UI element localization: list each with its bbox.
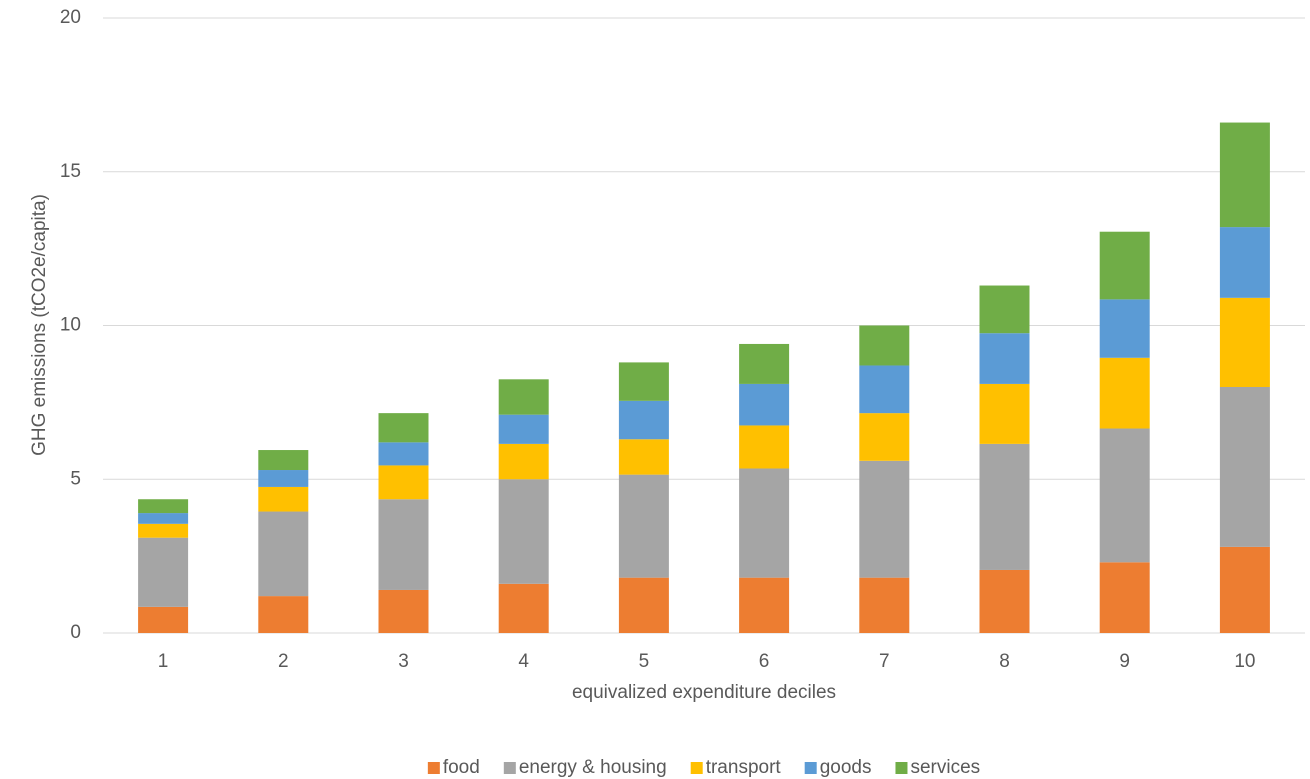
bar-segment [498,583,549,633]
bar-segment [498,379,549,415]
x-tick-label: 6 [759,651,770,672]
bar-segment [618,439,669,475]
bar-segment [979,569,1030,633]
legend-swatch [690,762,703,774]
x-tick-label: 4 [518,651,529,672]
bar-segment [378,442,429,466]
bar-segment [258,450,309,471]
bar-segment [739,577,790,633]
bar-segment [618,577,669,633]
bar-segment [138,499,189,514]
bar-segment [1219,122,1270,228]
bar-segment [258,511,309,597]
bar-segment [498,414,549,444]
bar-segment [1099,428,1150,563]
legend-label: transport [706,757,782,778]
x-tick-label: 3 [398,651,409,672]
bar-segment [1219,387,1270,547]
x-axis-title: equivalized expenditure deciles [572,682,836,703]
bar-segment [618,474,669,578]
bar-segment [739,383,790,426]
bar-segment [739,468,790,578]
bar-segment [258,596,309,633]
x-tick-label: 5 [639,651,650,672]
bar-segment [378,465,429,500]
bar-segment [979,383,1030,444]
bar-segment [618,400,669,440]
legend-label: goods [820,757,872,778]
legend-item: services [895,757,980,778]
bar-segment [498,443,549,480]
legend-item: food [427,757,480,778]
bar-segment [1099,357,1150,429]
bar-segment [859,577,910,633]
y-axis-title: GHG emissions (tCO2e/capita) [29,194,50,456]
legend-item: transport [690,757,782,778]
legend-label: food [443,757,480,778]
bar-segment [859,325,910,366]
y-tick-label: 0 [70,622,81,643]
x-tick-label: 7 [879,651,890,672]
bar-segment [378,413,429,443]
x-tick-label: 1 [158,651,169,672]
bar-segment [138,513,189,524]
bar-segment [138,523,189,538]
bar-segment [1219,227,1270,298]
bar-segment [859,365,910,414]
bar-segment [1099,562,1150,633]
bar-segment [258,470,309,487]
x-tick-label: 9 [1119,651,1130,672]
bar-segment [979,285,1030,334]
y-tick-label: 10 [60,315,81,336]
legend-label: energy & housing [519,757,667,778]
y-tick-label: 20 [60,7,81,28]
bar-segment [979,443,1030,570]
bar-segment [498,479,549,584]
bar-segment [1099,299,1150,358]
bar-segment [739,343,790,384]
bar-segment [739,425,790,469]
legend-label: services [910,757,980,778]
bar-segment [1099,231,1150,300]
bar-segment [1219,297,1270,387]
bar-segment [618,362,669,401]
bar-segment [378,499,429,590]
bar-segment [979,333,1030,384]
legend-swatch [895,762,908,774]
legend-swatch [503,762,516,774]
bar-segment [859,413,910,461]
x-tick-label: 8 [999,651,1010,672]
legend-item: energy & housing [503,757,667,778]
legend-item: goods [804,757,872,778]
bar-segment [138,537,189,607]
y-tick-label: 5 [70,468,81,489]
x-tick-label: 2 [278,651,289,672]
bar-segment [138,606,189,633]
legend-swatch [804,762,817,774]
bar-segment [258,486,309,512]
y-tick-label: 15 [60,161,81,182]
legend-swatch [427,762,440,774]
bar-segment [1219,546,1270,633]
x-tick-label: 10 [1234,651,1255,672]
bar-segment [859,460,910,578]
bar-segment [378,589,429,633]
